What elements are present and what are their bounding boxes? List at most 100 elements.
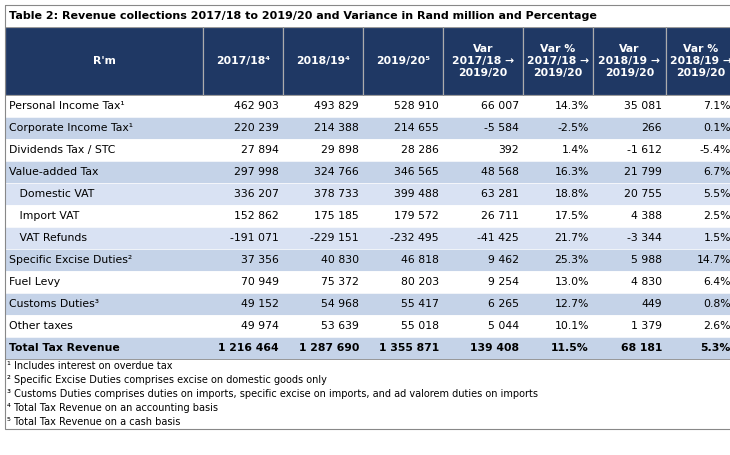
Bar [5, 183, 730, 205]
Text: -5 584: -5 584 [484, 123, 519, 133]
Text: 214 388: 214 388 [314, 123, 359, 133]
Text: 1 216 464: 1 216 464 [218, 343, 279, 353]
Text: 214 655: 214 655 [394, 123, 439, 133]
Text: 27 894: 27 894 [241, 145, 279, 155]
Text: 2018/19⁴: 2018/19⁴ [296, 56, 350, 66]
Text: ⁴ Total Tax Revenue on an accounting basis: ⁴ Total Tax Revenue on an accounting bas… [7, 403, 218, 413]
Text: 5.5%: 5.5% [704, 189, 730, 199]
Text: 70 949: 70 949 [241, 277, 279, 287]
Text: Var
2017/18 →
2019/20: Var 2017/18 → 2019/20 [452, 44, 514, 78]
Text: 392: 392 [499, 145, 519, 155]
Text: 9 254: 9 254 [488, 277, 519, 287]
Text: 54 968: 54 968 [321, 299, 359, 309]
Text: 63 281: 63 281 [481, 189, 519, 199]
Text: 16.3%: 16.3% [555, 167, 589, 177]
Bar [593, 27, 666, 95]
Text: Value-added Tax: Value-added Tax [9, 167, 99, 177]
Bar [203, 27, 283, 95]
Text: 55 417: 55 417 [401, 299, 439, 309]
Text: 20 755: 20 755 [624, 189, 662, 199]
Text: 1 355 871: 1 355 871 [379, 343, 439, 353]
Text: Var %
2017/18 →
2019/20: Var % 2017/18 → 2019/20 [527, 44, 589, 78]
Text: 4 388: 4 388 [631, 211, 662, 221]
Text: 14.3%: 14.3% [555, 101, 589, 111]
Text: 175 185: 175 185 [314, 211, 359, 221]
Bar [5, 271, 730, 293]
Text: 35 081: 35 081 [624, 101, 662, 111]
Text: 66 007: 66 007 [481, 101, 519, 111]
Text: -191 071: -191 071 [230, 233, 279, 243]
Text: 266: 266 [642, 123, 662, 133]
Bar [666, 27, 730, 95]
Text: Specific Excise Duties²: Specific Excise Duties² [9, 255, 132, 265]
Bar [5, 315, 730, 337]
Text: ³ Customs Duties comprises duties on imports, specific excise on imports, and ad: ³ Customs Duties comprises duties on imp… [7, 389, 538, 399]
Text: 220 239: 220 239 [234, 123, 279, 133]
Bar [5, 337, 730, 359]
Bar [5, 227, 730, 249]
Text: -41 425: -41 425 [477, 233, 519, 243]
Text: -229 151: -229 151 [310, 233, 359, 243]
Bar [5, 161, 730, 183]
Text: 297 998: 297 998 [234, 167, 279, 177]
Text: -1 612: -1 612 [627, 145, 662, 155]
Text: Personal Income Tax¹: Personal Income Tax¹ [9, 101, 125, 111]
Text: 346 565: 346 565 [394, 167, 439, 177]
Text: 528 910: 528 910 [394, 101, 439, 111]
Text: 5 988: 5 988 [631, 255, 662, 265]
Text: Total Tax Revenue: Total Tax Revenue [9, 343, 120, 353]
Text: Corporate Income Tax¹: Corporate Income Tax¹ [9, 123, 133, 133]
Text: Var %
2018/19 →
2019/20: Var % 2018/19 → 2019/20 [669, 44, 730, 78]
Text: ⁵ Total Tax Revenue on a cash basis: ⁵ Total Tax Revenue on a cash basis [7, 417, 180, 427]
Bar [5, 139, 730, 161]
Text: 80 203: 80 203 [401, 277, 439, 287]
Text: 6.7%: 6.7% [704, 167, 730, 177]
Text: 12.7%: 12.7% [555, 299, 589, 309]
Text: ¹ Includes interest on overdue tax: ¹ Includes interest on overdue tax [7, 361, 172, 371]
Text: Customs Duties³: Customs Duties³ [9, 299, 99, 309]
Text: 0.8%: 0.8% [704, 299, 730, 309]
Text: 26 711: 26 711 [481, 211, 519, 221]
Text: 21.7%: 21.7% [555, 233, 589, 243]
Text: 493 829: 493 829 [314, 101, 359, 111]
Bar [283, 27, 363, 95]
Text: 5 044: 5 044 [488, 321, 519, 331]
Text: 68 181: 68 181 [620, 343, 662, 353]
Bar [5, 249, 730, 271]
Text: 2017/18⁴: 2017/18⁴ [216, 56, 270, 66]
Text: 336 207: 336 207 [234, 189, 279, 199]
Bar [523, 27, 593, 95]
Text: -3 344: -3 344 [627, 233, 662, 243]
Text: 399 488: 399 488 [394, 189, 439, 199]
Text: 29 898: 29 898 [321, 145, 359, 155]
Text: 1 379: 1 379 [631, 321, 662, 331]
Text: 14.7%: 14.7% [696, 255, 730, 265]
Text: 449: 449 [642, 299, 662, 309]
Text: 2.5%: 2.5% [704, 211, 730, 221]
Text: 6.4%: 6.4% [704, 277, 730, 287]
Text: 40 830: 40 830 [321, 255, 359, 265]
Bar [5, 5, 730, 27]
Text: 7.1%: 7.1% [704, 101, 730, 111]
Text: Other taxes: Other taxes [9, 321, 73, 331]
Text: 11.5%: 11.5% [551, 343, 589, 353]
Text: -2.5%: -2.5% [558, 123, 589, 133]
Text: 25.3%: 25.3% [555, 255, 589, 265]
Text: 28 286: 28 286 [401, 145, 439, 155]
Text: Fuel Levy: Fuel Levy [9, 277, 60, 287]
Text: R'm: R'm [93, 56, 115, 66]
Text: 2019/20⁵: 2019/20⁵ [376, 56, 430, 66]
Text: 21 799: 21 799 [624, 167, 662, 177]
Text: 37 356: 37 356 [241, 255, 279, 265]
Text: 1.5%: 1.5% [704, 233, 730, 243]
Text: 49 152: 49 152 [241, 299, 279, 309]
Text: 18.8%: 18.8% [555, 189, 589, 199]
Text: 55 018: 55 018 [401, 321, 439, 331]
Text: 10.1%: 10.1% [555, 321, 589, 331]
Text: 324 766: 324 766 [314, 167, 359, 177]
Bar [5, 95, 730, 117]
Text: Var
2018/19 →
2019/20: Var 2018/19 → 2019/20 [599, 44, 661, 78]
Text: 9 462: 9 462 [488, 255, 519, 265]
Bar [443, 27, 523, 95]
Text: 13.0%: 13.0% [555, 277, 589, 287]
